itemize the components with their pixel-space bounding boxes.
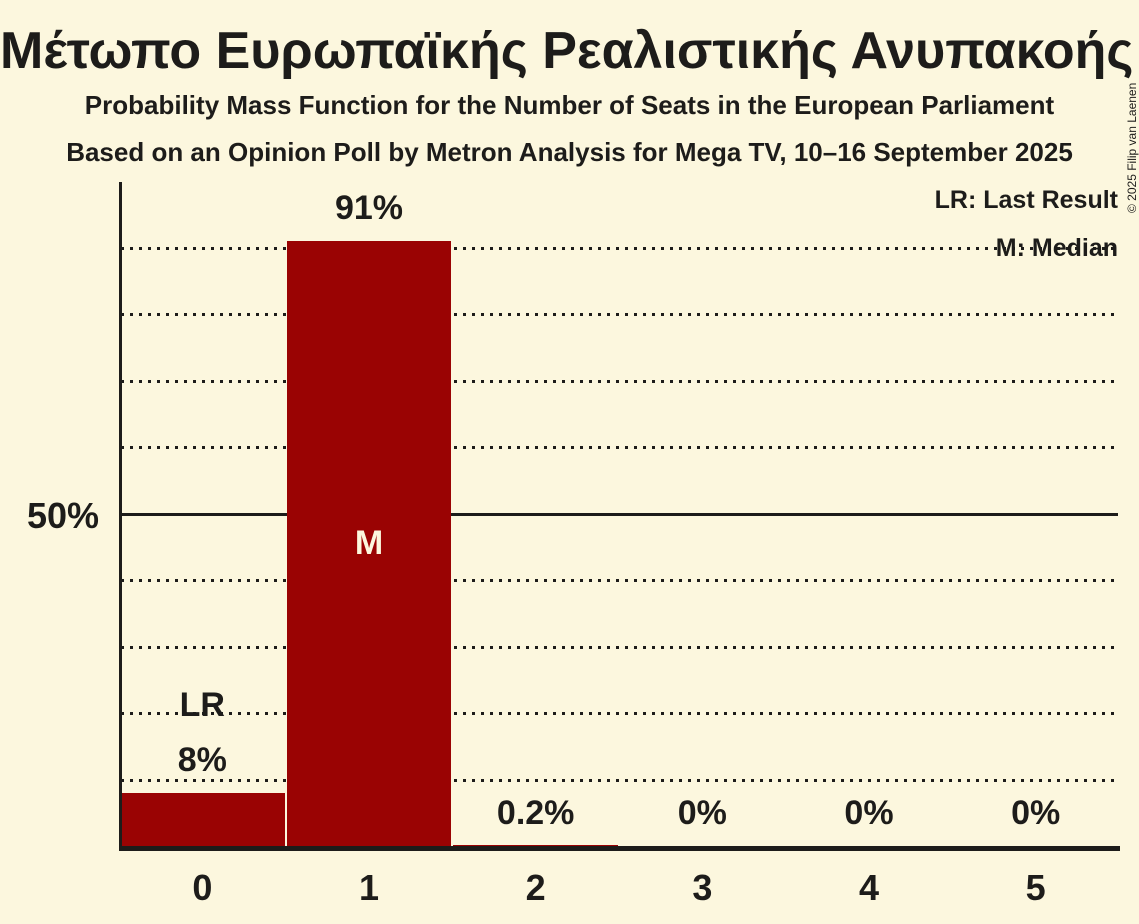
x-axis-tick-1: 1 xyxy=(358,867,380,908)
legend-median: M: Median xyxy=(995,234,1118,262)
bar-value-label-3: 0% xyxy=(677,794,727,832)
bar-value-label-2: 0.2% xyxy=(496,794,575,832)
bar-value-label-5: 0% xyxy=(1011,794,1061,832)
annotation-m-seats-1: M xyxy=(354,524,384,563)
gridline-80pct xyxy=(121,313,1118,316)
x-axis-tick-2: 2 xyxy=(525,867,546,908)
x-axis-tick-0: 0 xyxy=(192,867,213,908)
gridline-50pct xyxy=(121,512,1118,516)
y-axis-tick-50: 50% xyxy=(26,495,99,536)
bar-value-label-4: 0% xyxy=(844,794,894,832)
x-axis-tick-5: 5 xyxy=(1025,867,1046,908)
bar-seats-1 xyxy=(286,240,452,846)
gridline-30pct xyxy=(121,645,1118,649)
bar-seats-0 xyxy=(120,792,285,846)
gridline-60pct xyxy=(121,446,1118,449)
x-axis-tick-4: 4 xyxy=(858,867,880,908)
bar-value-label-0: 8% xyxy=(177,740,227,779)
x-axis-tick-3: 3 xyxy=(692,867,713,908)
legend-last-result: LR: Last Result xyxy=(934,186,1118,214)
plot-area: 8% LR 91% M 0.2% 0% 0% 0% xyxy=(119,182,1119,846)
chart-title: Μέτωπο Ευρωπαϊκής Ρεαλιστικής Ανυπακοής … xyxy=(0,22,1139,80)
copyright-notice: © 2025 Filip van Laenen xyxy=(1125,82,1139,213)
gridline-90pct xyxy=(121,246,1118,250)
gridline-10pct xyxy=(121,778,1118,782)
gridline-20pct xyxy=(121,712,1118,715)
chart-source-line: Based on an Opinion Poll by Metron Analy… xyxy=(66,137,1073,167)
chart-subtitle: Probability Mass Function for the Number… xyxy=(84,90,1055,120)
y-axis-line xyxy=(119,182,122,848)
bar-value-label-1: 91% xyxy=(334,188,404,227)
gridline-70pct xyxy=(121,379,1118,383)
x-axis-line xyxy=(119,846,1120,851)
bar-seats-2 xyxy=(453,844,618,846)
gridline-40pct xyxy=(121,579,1118,582)
annotation-lr-seats-0: LR xyxy=(179,685,225,724)
